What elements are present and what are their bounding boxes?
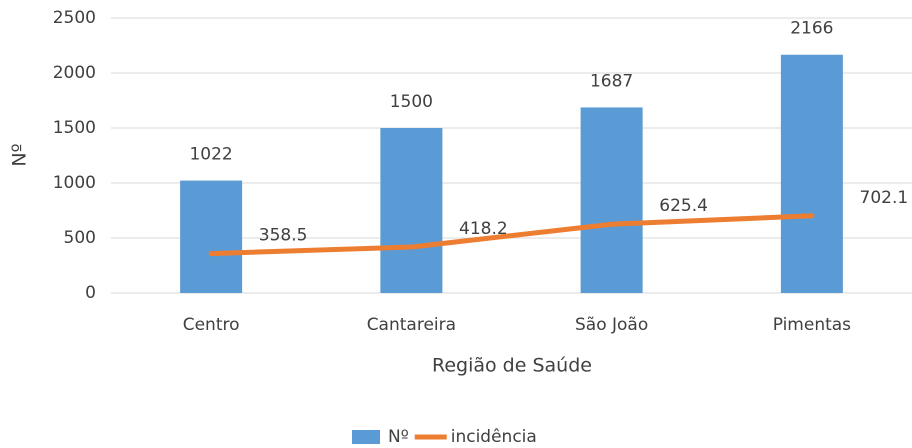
y-tick-label: 2000	[53, 63, 96, 83]
legend-swatch	[352, 430, 380, 444]
bar	[780, 54, 843, 293]
legend-label: incidência	[451, 427, 537, 447]
data-label: 2166	[790, 19, 833, 39]
line	[208, 213, 815, 257]
x-axis-label: Região de Saúde	[432, 355, 592, 377]
bar	[180, 180, 243, 293]
bar	[580, 107, 643, 294]
bar	[380, 128, 443, 293]
data-label: 418.2	[459, 219, 508, 239]
y-tick-label: 0	[85, 283, 96, 303]
data-label: 1500	[390, 92, 433, 112]
y-tick-label: 1000	[53, 173, 96, 193]
data-label: 358.5	[259, 226, 308, 246]
x-tick-label: São João	[575, 315, 648, 335]
data-label: 702.1	[860, 188, 909, 208]
x-tick-label: Pimentas	[773, 315, 851, 335]
data-label: 1022	[189, 145, 232, 165]
x-tick-label: Centro	[183, 315, 240, 335]
data-label: 1687	[590, 71, 633, 91]
y-tick-label: 500	[64, 228, 96, 248]
data-label: 625.4	[659, 196, 708, 216]
y-tick-label: 2500	[53, 8, 96, 28]
legend-label: Nº	[388, 427, 409, 447]
y-tick-label: 1500	[53, 118, 96, 138]
y-axis-label: Nº	[9, 143, 31, 166]
x-tick-label: Cantareira	[367, 315, 456, 335]
